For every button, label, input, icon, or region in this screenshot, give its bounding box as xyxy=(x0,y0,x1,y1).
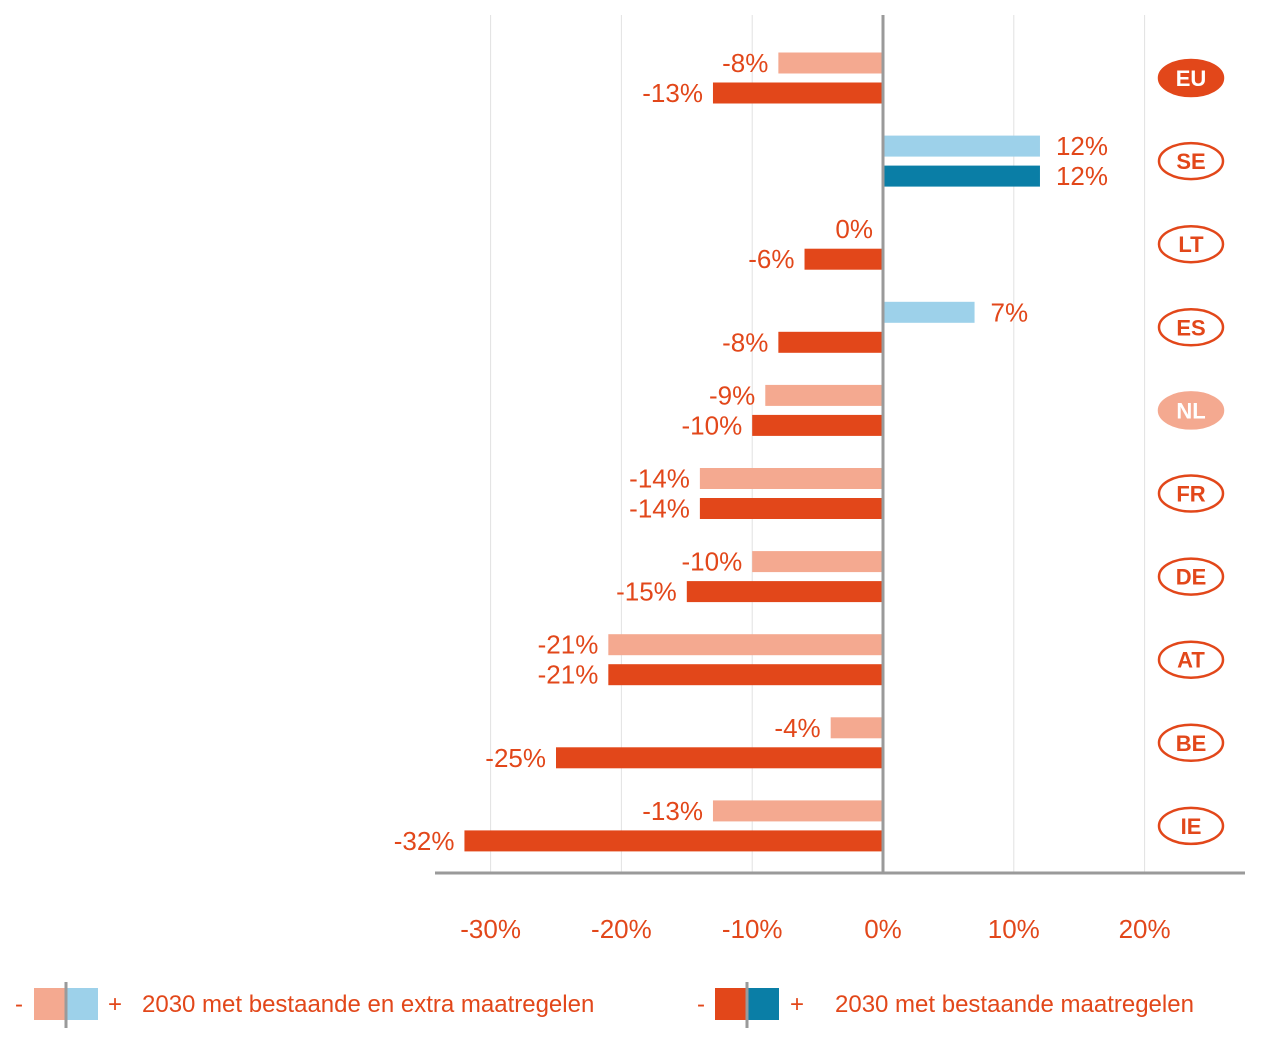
badge-label-de: DE xyxy=(1176,565,1207,590)
bar-se-extra xyxy=(883,135,1040,157)
bar-nl-existing xyxy=(752,414,883,436)
badge-lt xyxy=(1157,224,1225,264)
bar-label-eu-extra: -8% xyxy=(722,48,768,78)
bar-label-fr-extra: -14% xyxy=(629,464,690,494)
badge-label-at: AT xyxy=(1177,648,1205,673)
bars xyxy=(464,52,1040,852)
legend-label-existing: 2030 met bestaande maatregelen xyxy=(835,991,1194,1018)
legend-plus-2: + xyxy=(790,991,804,1018)
bar-label-ie-existing: -32% xyxy=(394,826,455,856)
bar-label-at-extra: -21% xyxy=(538,630,599,660)
bar-label-be-existing: -25% xyxy=(485,743,546,773)
badge-label-nl: NL xyxy=(1176,398,1205,423)
badge-ie xyxy=(1157,806,1225,846)
x-tick-label: 10% xyxy=(988,914,1040,944)
bar-label-se-existing: 12% xyxy=(1056,161,1108,191)
bar-label-nl-existing: -10% xyxy=(681,410,742,440)
badge-es xyxy=(1157,308,1225,347)
legend-minus-2: - xyxy=(697,991,705,1018)
badge-nl xyxy=(1157,391,1225,430)
badge-label-ie: IE xyxy=(1181,814,1202,839)
x-tick-labels: -30% -20% -10% 0% 10% 20% xyxy=(460,914,1170,944)
bar-es-extra xyxy=(883,301,975,323)
legend-swatch-extra-positive xyxy=(66,988,98,1020)
x-tick-label: -30% xyxy=(460,914,521,944)
bar-label-at-existing: -21% xyxy=(538,660,599,690)
bar-de-extra xyxy=(752,551,883,573)
country-badges: EU SE LT ES NL FR DE AT BE IE xyxy=(1157,58,1225,846)
bar-label-lt-existing: -6% xyxy=(748,244,794,274)
bar-ie-extra xyxy=(712,800,883,822)
bar-eu-existing xyxy=(712,82,883,104)
bar-label-eu-existing: -13% xyxy=(642,78,703,108)
bar-label-lt-extra: 0% xyxy=(835,214,873,244)
bar-fr-existing xyxy=(699,498,883,519)
legend-plus-1: + xyxy=(108,991,122,1018)
badge-se xyxy=(1157,141,1225,181)
legend: - + 2030 met bestaande en extra maatrege… xyxy=(15,982,1194,1028)
bar-label-de-extra: -10% xyxy=(681,547,742,577)
gridlines xyxy=(490,15,1146,873)
bar-label-nl-extra: -9% xyxy=(709,380,755,410)
bar-label-ie-extra: -13% xyxy=(642,796,703,826)
bar-label-es-extra: 7% xyxy=(991,297,1029,327)
badge-fr xyxy=(1157,474,1225,513)
bar-label-es-existing: -8% xyxy=(722,327,768,357)
x-tick-label: 0% xyxy=(864,914,902,944)
bar-lt-existing xyxy=(804,248,883,270)
bar-fr-extra xyxy=(699,468,883,489)
bar-eu-extra xyxy=(778,52,883,74)
badge-label-se: SE xyxy=(1176,149,1205,174)
bar-de-existing xyxy=(686,581,883,603)
bar-at-existing xyxy=(608,664,883,686)
bar-ie-existing xyxy=(464,830,883,852)
badge-eu xyxy=(1157,58,1225,98)
bar-label-fr-existing: -14% xyxy=(629,494,690,524)
bar-be-existing xyxy=(556,747,883,769)
badge-be xyxy=(1157,723,1225,763)
bar-nl-extra xyxy=(765,384,883,406)
bar-label-be-extra: -4% xyxy=(774,713,820,743)
bar-label-de-existing: -15% xyxy=(616,577,677,607)
badge-label-eu: EU xyxy=(1176,66,1207,91)
badge-label-es: ES xyxy=(1176,315,1205,340)
badge-label-be: BE xyxy=(1176,731,1207,756)
bar-labels: -8%-13%12%12%0%-6%7%-8%-9%-10%-14%-14%-1… xyxy=(394,48,1108,856)
legend-swatch-existing-negative xyxy=(715,988,747,1020)
bar-at-extra xyxy=(608,634,883,656)
legend-swatch-existing-positive xyxy=(747,988,779,1020)
badge-at xyxy=(1157,640,1225,679)
badge-label-fr: FR xyxy=(1176,482,1205,507)
legend-label-extra: 2030 met bestaande en extra maatregelen xyxy=(142,991,594,1018)
bar-es-existing xyxy=(778,331,883,353)
legend-swatch-extra-negative xyxy=(34,988,66,1020)
bar-be-extra xyxy=(830,717,883,739)
badge-de xyxy=(1157,557,1225,596)
bar-label-se-extra: 12% xyxy=(1056,131,1108,161)
x-tick-label: 20% xyxy=(1119,914,1171,944)
x-tick-label: -20% xyxy=(591,914,652,944)
badge-label-lt: LT xyxy=(1178,232,1204,257)
bar-se-existing xyxy=(883,165,1040,187)
legend-minus-1: - xyxy=(15,991,23,1018)
x-tick-label: -10% xyxy=(722,914,783,944)
